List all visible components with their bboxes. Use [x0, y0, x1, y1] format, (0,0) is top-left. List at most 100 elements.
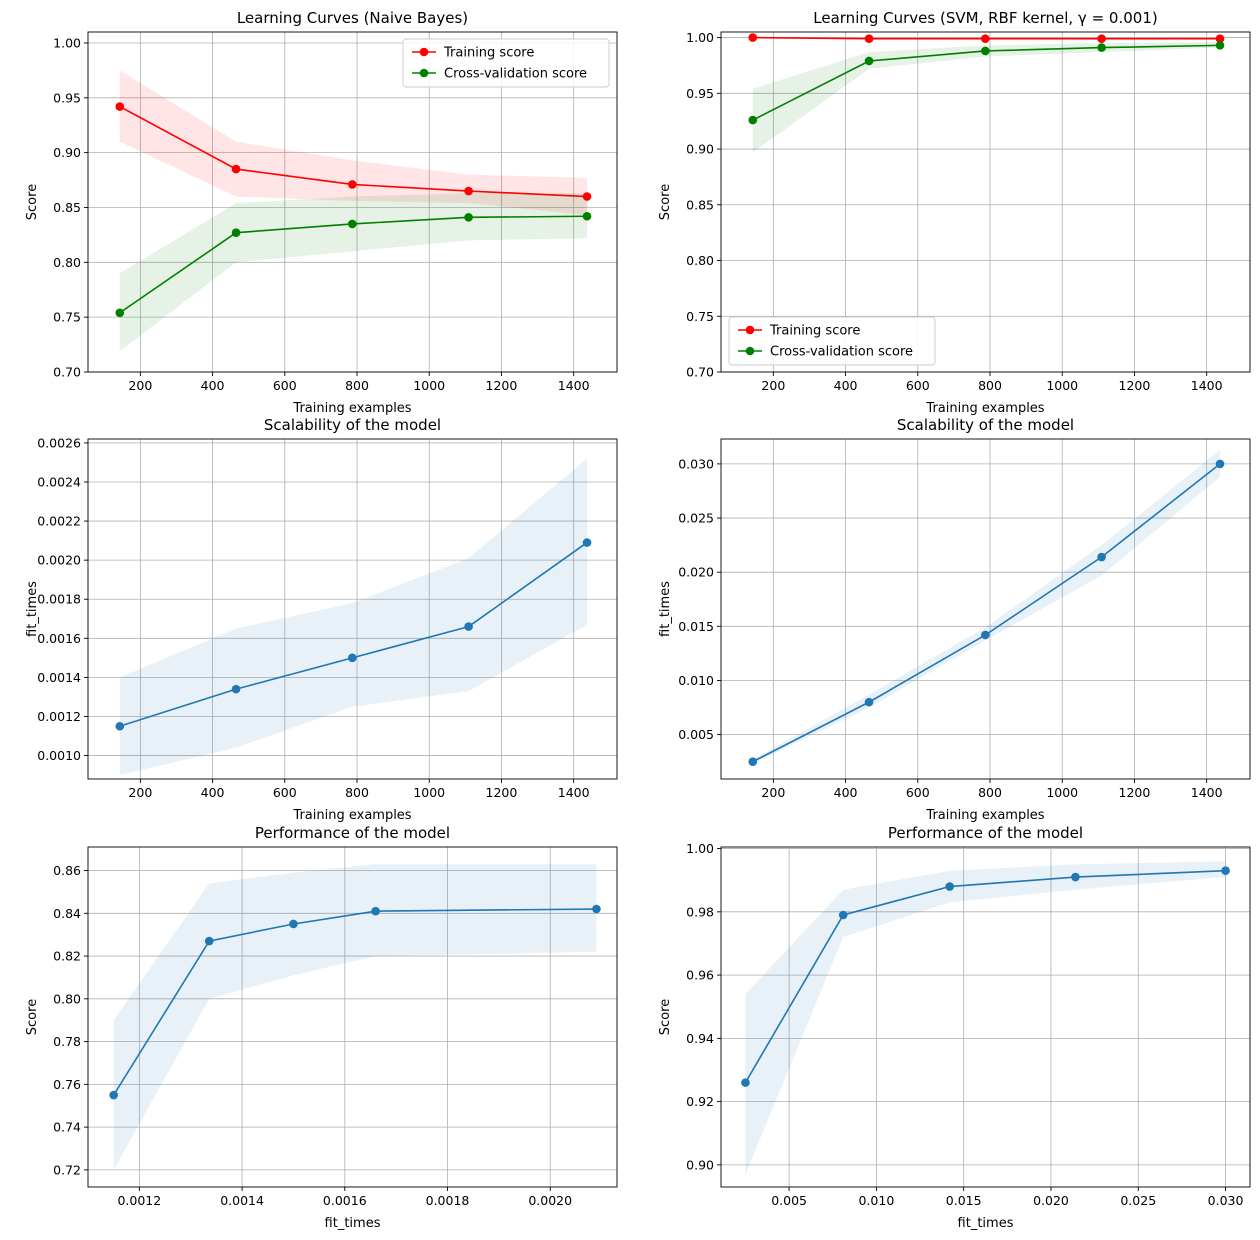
- data-point: [231, 684, 241, 694]
- chart-panel-5: 0.0012 0.0014 0.0016 0.0018 0.0020 0.72 0.74 0.…: [25, 824, 618, 1231]
- x-tick-label: 0.0018: [426, 1193, 470, 1208]
- y-tick-label: 0.010: [678, 673, 714, 688]
- y-axis-label: Score: [25, 999, 40, 1035]
- data-point: [464, 186, 473, 196]
- data-point: [981, 46, 990, 56]
- legend-swatch-marker: [419, 47, 429, 57]
- x-tick-label: 1000: [1046, 785, 1078, 800]
- legend-box: [728, 316, 936, 366]
- data-point: [1221, 866, 1230, 876]
- data-point: [748, 757, 758, 766]
- x-axis-label: fit_times: [325, 1216, 381, 1231]
- data-point: [864, 34, 874, 43]
- data-point: [945, 882, 955, 891]
- data-point: [864, 697, 874, 707]
- x-tick-label: 1400: [558, 378, 590, 393]
- y-tick-label: 0.0010: [37, 748, 81, 763]
- y-axis-label: Score: [658, 184, 673, 220]
- x-tick-label: 1400: [558, 785, 590, 800]
- x-tick-label: 1400: [1191, 378, 1223, 393]
- x-tick-label: 1200: [1119, 378, 1151, 393]
- legend-swatch-marker: [419, 68, 429, 78]
- y-tick-label: 0.95: [686, 86, 714, 101]
- legend-entry: Training score: [769, 324, 860, 339]
- y-axis-label: Score: [25, 184, 40, 220]
- data-point: [1071, 872, 1080, 882]
- data-point: [1097, 43, 1106, 52]
- y-tick-label: 0.75: [686, 309, 714, 324]
- y-tick-label: 0.0016: [37, 631, 81, 646]
- x-axis-label: Training examples: [925, 808, 1044, 823]
- y-tick-label: 0.94: [686, 1031, 714, 1046]
- data-point: [592, 904, 601, 914]
- x-tick-label: 400: [834, 378, 858, 393]
- data-point: [115, 102, 125, 111]
- x-tick-label: 1000: [413, 785, 445, 800]
- y-tick-label: 0.020: [678, 565, 714, 580]
- data-point: [464, 213, 473, 222]
- x-tick-label: 800: [978, 785, 1002, 800]
- y-tick-label: 0.005: [678, 727, 714, 742]
- data-point: [371, 906, 380, 916]
- data-point: [231, 164, 241, 174]
- y-tick-label: 0.0024: [37, 474, 81, 489]
- x-tick-label: 800: [978, 378, 1002, 393]
- y-tick-label: 0.95: [53, 90, 81, 105]
- axes-frame: [720, 438, 1251, 780]
- axes-frame: [87, 438, 618, 780]
- x-tick-label: 600: [273, 378, 297, 393]
- chart-panel-3: 200 400 600 800 1000 1200 1400 0.0010 0.0012 0.00…: [25, 416, 618, 823]
- y-tick-label: 0.0012: [37, 709, 81, 724]
- y-tick-label: 0.80: [53, 991, 81, 1006]
- data-point: [1097, 552, 1106, 562]
- confidence-band-fit-times: [752, 449, 1221, 764]
- data-point: [115, 721, 125, 731]
- chart-panel-4: 200 400 600 800 1000 1200 1400 0.005 0.010 0.015 0…: [658, 416, 1251, 823]
- confidence-band-fit-times: [119, 458, 588, 776]
- x-tick-label: 0.005: [771, 1193, 807, 1208]
- legend: Training score Cross-validation score: [728, 316, 936, 366]
- data-point: [348, 180, 357, 189]
- y-tick-label: 0.90: [686, 1157, 714, 1172]
- y-tick-label: 0.92: [686, 1094, 714, 1109]
- x-axis-label: Training examples: [292, 808, 411, 823]
- chart-title: Performance of the model: [255, 824, 450, 842]
- data-point: [582, 538, 592, 547]
- x-axis-label: Training examples: [925, 401, 1044, 416]
- chart-title: Learning Curves (SVM, RBF kernel, γ = 0.…: [813, 9, 1157, 27]
- x-tick-label: 200: [761, 378, 785, 393]
- x-tick-label: 600: [906, 378, 930, 393]
- x-tick-label: 1400: [1191, 785, 1223, 800]
- y-tick-label: 0.70: [53, 365, 81, 380]
- legend: Training score Cross-validation score: [402, 38, 610, 88]
- x-tick-label: 1200: [486, 378, 518, 393]
- x-tick-label: 1000: [413, 378, 445, 393]
- y-axis-label: fit_times: [658, 581, 673, 637]
- data-point: [464, 622, 473, 631]
- y-tick-label: 0.015: [678, 619, 714, 634]
- y-tick-label: 0.80: [686, 253, 714, 268]
- y-tick-label: 0.96: [686, 968, 714, 983]
- x-tick-label: 200: [761, 785, 785, 800]
- y-tick-label: 0.80: [53, 255, 81, 270]
- y-tick-label: 0.72: [53, 1162, 81, 1177]
- chart-title: Learning Curves (Naive Bayes): [237, 9, 468, 27]
- y-axis-label: fit_times: [25, 581, 40, 637]
- x-tick-label: 1000: [1046, 378, 1078, 393]
- confidence-band-cross-validation-score: [752, 42, 1221, 153]
- y-tick-label: 0.85: [53, 200, 81, 215]
- x-tick-label: 600: [273, 785, 297, 800]
- y-tick-label: 0.0020: [37, 553, 81, 568]
- y-tick-label: 0.86: [53, 863, 81, 878]
- axes-frame: [87, 846, 618, 1188]
- x-tick-label: 800: [345, 378, 369, 393]
- y-tick-label: 1.00: [686, 30, 714, 45]
- data-point: [981, 34, 990, 43]
- axes-frame: [720, 846, 1251, 1188]
- x-tick-label: 400: [834, 785, 858, 800]
- data-point: [1215, 41, 1225, 50]
- y-tick-label: 0.0026: [37, 435, 81, 450]
- data-point: [748, 33, 758, 42]
- chart-panel-2: 200 400 600 800 1000 1200 1400 0.70 0.75 0.80 0.85…: [658, 9, 1251, 416]
- data-point: [1215, 34, 1225, 43]
